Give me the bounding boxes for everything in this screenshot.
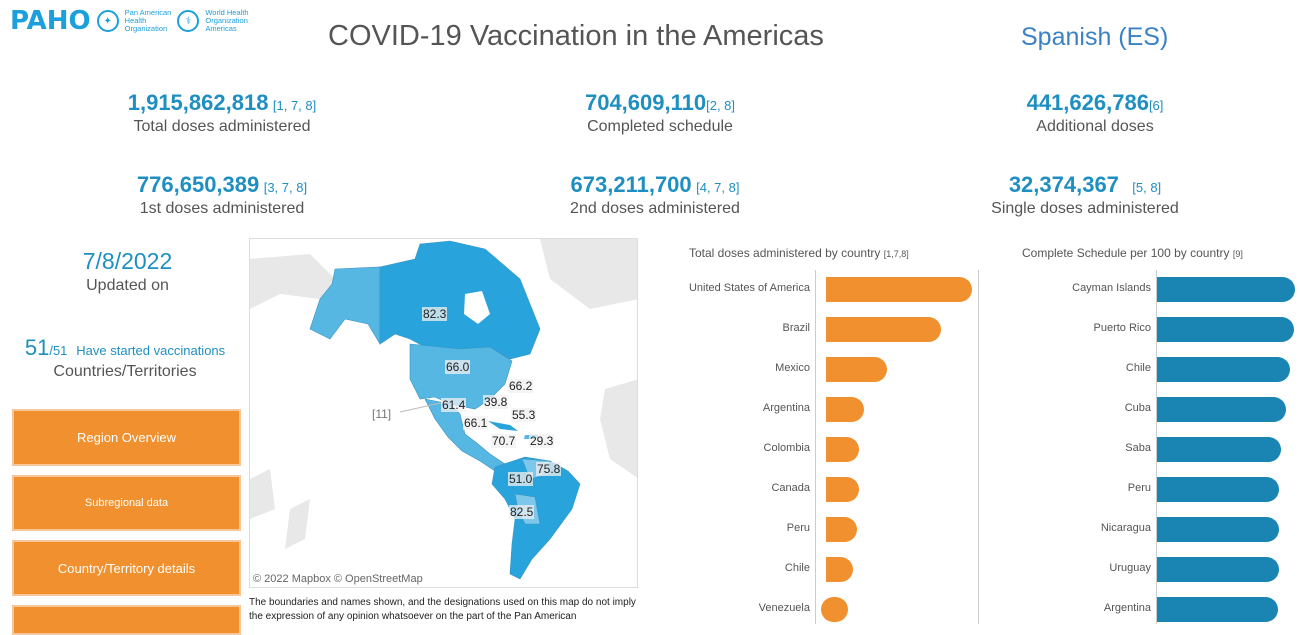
bar-row[interactable]: Colombia [660,430,990,470]
vaccination-map[interactable]: 82.3 66.0 66.2 61.4 39.8 55.3 66.1 70.7 … [249,238,638,588]
paho-logo: PAHO ✦ Pan American Health Organization … [10,6,249,36]
updated-on: 7/8/2022 Updated on [82,248,173,294]
map-label-central-america: 66.1 [463,416,489,430]
page-title: COVID-19 Vaccination in the Americas [328,20,824,52]
bar-row[interactable]: Canada [660,470,990,510]
map-shapes [250,239,637,580]
chart-total-doses: United States of America Brazil Mexico A… [660,270,990,624]
bar-row[interactable]: Cuba [1000,390,1300,430]
map-label-mexico: 61.4 [441,398,467,412]
map-label-bahamas: 66.2 [508,379,534,393]
started-vaccinations: 51/51 Have started vaccinations Countrie… [24,335,226,380]
paho-emblem-icon: ✦ [96,10,119,32]
kpi-first-doses: 776,650,389 [3, 7, 8] 1st doses administ… [136,172,308,217]
map-label-caribbean: 55.3 [511,408,537,422]
country-territory-details-button[interactable]: Country/Territory details [12,540,241,596]
map-label-argentina: 82.5 [509,505,535,519]
region-overview-button[interactable]: Region Overview [12,409,241,466]
bar-row[interactable]: Uruguay [1000,550,1300,590]
bar-row[interactable]: Brazil [660,310,990,350]
bar-row[interactable]: Argentina [660,390,990,430]
map-label-venezuela-guyana: 29.3 [529,434,555,448]
bar-row[interactable]: Peru [660,510,990,550]
chart-complete-schedule-title: Complete Schedule per 100 by country [9] [1022,246,1243,260]
bar-row[interactable]: Puerto Rico [1000,310,1300,350]
more-navigation-button[interactable] [12,605,241,635]
kpi-total-doses: 1,915,862,818 [1, 7, 8] Total doses admi… [127,90,317,135]
map-footnote-ref: [11] [372,407,392,421]
bar-row[interactable]: Cayman Islands [1000,270,1300,310]
map-attribution[interactable]: © 2022 Mapbox © OpenStreetMap [253,573,423,585]
bar-row[interactable]: Venezuela [660,590,990,630]
map-label-bolivia: 51.0 [508,472,534,486]
map-label-colombia: 70.7 [491,434,517,448]
chart-complete-schedule: Cayman Islands Puerto Rico Chile Cuba Sa… [1000,270,1300,624]
who-emblem-icon: ⚕ [177,10,200,32]
kpi-completed-schedule: 704,609,110[2, 8] Completed schedule [584,90,736,135]
bar-row[interactable]: Chile [660,550,990,590]
kpi-single-doses: 32,374,367 [5, 8] Single doses administe… [991,172,1179,217]
bar-row[interactable]: Argentina [1000,590,1300,630]
map-label-canada: 82.3 [422,307,448,321]
subregional-data-button[interactable]: Subregional data [12,475,241,531]
kpi-second-doses: 673,211,700 [4, 7, 8] 2nd doses administ… [570,172,740,217]
map-label-usa: 66.0 [445,360,471,374]
chart-total-doses-title: Total doses administered by country [1,7… [689,246,909,260]
kpi-additional-doses: 441,626,786[6] Additional doses [1026,90,1164,135]
map-label-cuba-area: 39.8 [483,395,509,409]
bar-row[interactable]: Mexico [660,350,990,390]
map-label-brazil: 75.8 [536,462,562,476]
who-org-name: World Health Organization Americas [205,8,249,33]
bar-row[interactable]: United States of America [660,270,990,310]
language-link-spanish[interactable]: Spanish (ES) [1021,23,1169,51]
bar-row[interactable]: Chile [1000,350,1300,390]
map-disclaimer: The boundaries and names shown, and the … [249,597,636,622]
bar-row[interactable]: Nicaragua [1000,510,1300,550]
bar-row[interactable]: Saba [1000,430,1300,470]
paho-org-name: Pan American Health Organization [124,8,172,33]
paho-wordmark: PAHO [10,6,91,36]
bar-row[interactable]: Peru [1000,470,1300,510]
